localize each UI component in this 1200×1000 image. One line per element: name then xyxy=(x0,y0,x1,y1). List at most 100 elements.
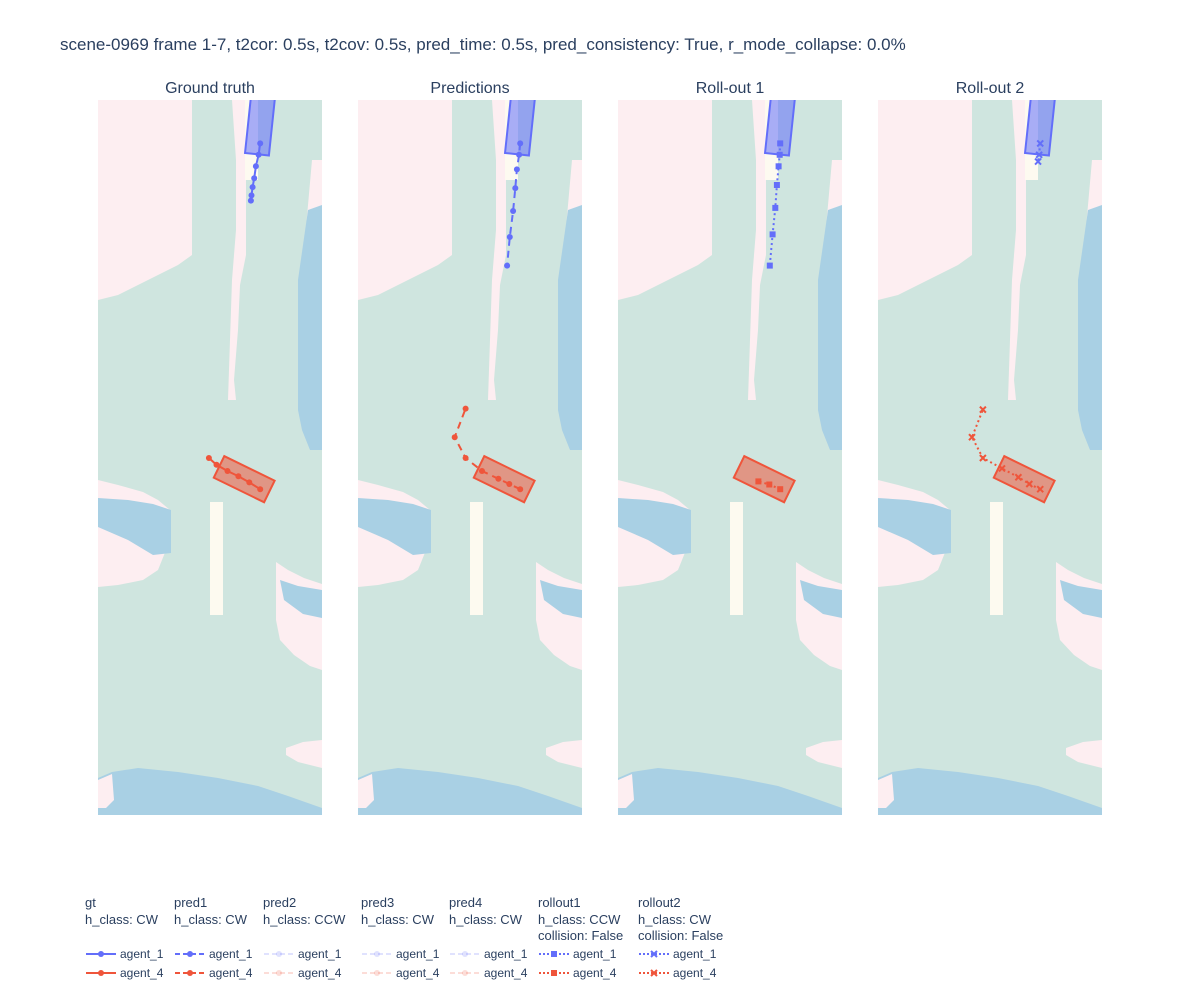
legend-item-label: agent_4 xyxy=(573,966,617,980)
legend-group-rollout1[interactable]: rollout1 h_class: CCW collision: False agen… xyxy=(538,895,624,980)
legend-swatch xyxy=(450,951,480,957)
subplot-rollout-2[interactable] xyxy=(878,100,1102,815)
agent_1-point-2[interactable] xyxy=(1034,157,1042,166)
legend-group-header-line: h_class: CW xyxy=(361,911,434,927)
agent_1-point-0[interactable] xyxy=(777,140,784,147)
crosswalk-right-mid xyxy=(800,580,842,618)
legend-marker[interactable] xyxy=(374,970,380,976)
legend-item-label: agent_4 xyxy=(209,966,253,980)
agent_1-point-1[interactable] xyxy=(776,151,783,158)
legend-marker[interactable] xyxy=(98,951,104,957)
legend-group-pred1[interactable]: pred1 h_class: CW agent_1 agent_4 xyxy=(174,895,252,980)
crosswalk-right-top xyxy=(298,205,322,450)
agent_4-point-5[interactable] xyxy=(968,433,976,441)
legend-group-rollout2[interactable]: rollout2 h_class: CW collision: False agent… xyxy=(638,895,723,980)
agent_1-point-4[interactable] xyxy=(249,184,256,191)
agent_1-point-1[interactable] xyxy=(1035,151,1043,159)
agent_4-trajectory xyxy=(755,478,784,493)
agent_4-point-1[interactable] xyxy=(246,479,253,486)
legend-marker[interactable] xyxy=(551,951,557,957)
agent_4-point-0[interactable] xyxy=(257,486,264,493)
agent_4-point-0[interactable] xyxy=(1036,485,1044,493)
agent_4-point-3[interactable] xyxy=(998,464,1006,473)
legend-marker[interactable] xyxy=(374,951,380,957)
agent_1-point-5[interactable] xyxy=(769,231,776,238)
agent_4-point-5[interactable] xyxy=(451,434,458,441)
agent_4-point-0[interactable] xyxy=(517,486,524,493)
agent_1-point-0[interactable] xyxy=(257,140,264,147)
legend-group-gt[interactable]: gt h_class: CW agent_1 agent_4 xyxy=(85,895,163,980)
crosswalk-left-mid xyxy=(618,498,691,555)
sidewalk-right-bottom xyxy=(286,740,322,768)
subplot-predictions[interactable] xyxy=(358,100,582,815)
sidewalk-right-bottom xyxy=(1066,740,1102,768)
sidewalk-median-top xyxy=(228,100,246,400)
legend-item-label: agent_1 xyxy=(120,947,164,961)
agent_4-point-0[interactable] xyxy=(777,486,784,493)
agent_1-point-5[interactable] xyxy=(248,192,255,199)
legend-marker[interactable] xyxy=(462,970,468,976)
legend-swatch xyxy=(175,951,205,957)
agent_1-point-1[interactable] xyxy=(255,151,262,158)
agent_4-point-2[interactable] xyxy=(495,475,502,482)
sidewalk-right-bottom xyxy=(806,740,842,768)
legend-group-header-line: collision: False xyxy=(538,928,624,943)
legend-marker[interactable] xyxy=(650,969,658,977)
agent_4-point-1[interactable] xyxy=(506,481,513,487)
crosswalk-bottom xyxy=(618,768,842,815)
agent_1-point-6[interactable] xyxy=(766,262,773,269)
agent_1-point-2[interactable] xyxy=(513,166,520,173)
agent_1-point-6[interactable] xyxy=(247,197,254,204)
agent_1-point-0[interactable] xyxy=(517,140,524,147)
agent_4-point-2[interactable] xyxy=(1014,473,1023,481)
subplot-rollout-1[interactable] xyxy=(618,100,842,815)
crosswalk-bottom xyxy=(878,768,1102,815)
agent_1-point-3[interactable] xyxy=(773,182,780,188)
agent_1-point-4[interactable] xyxy=(510,208,517,214)
agent_1-point-5[interactable] xyxy=(506,234,513,240)
legend-item-label: agent_4 xyxy=(396,966,440,980)
agent_1-point-2[interactable] xyxy=(252,163,259,170)
legend-marker[interactable] xyxy=(462,951,468,957)
legend-swatch xyxy=(86,970,116,976)
agent_4-point-3[interactable] xyxy=(479,468,485,474)
legend-item-label: agent_1 xyxy=(209,947,253,961)
agent_4-point-4[interactable] xyxy=(979,454,987,462)
legend-group-header-line: h_class: CW xyxy=(85,911,158,927)
map-background xyxy=(98,100,322,815)
legend-marker[interactable] xyxy=(187,970,193,976)
legend-marker[interactable] xyxy=(276,970,282,976)
agent_1-point-1[interactable] xyxy=(516,151,523,158)
agent_4-point-6[interactable] xyxy=(462,405,469,412)
agent_1-vehicle-box[interactable] xyxy=(1023,100,1057,157)
agent_4-point-1[interactable] xyxy=(766,481,773,488)
legend-group-pred3[interactable]: pred3 h_class: CW agent_1 agent_4 xyxy=(361,895,439,980)
legend-marker[interactable] xyxy=(276,951,282,957)
agent_4-point-4[interactable] xyxy=(462,455,469,461)
agent_1-trajectory xyxy=(247,140,264,204)
agent_1-point-6[interactable] xyxy=(504,262,511,269)
agent_4-point-2[interactable] xyxy=(235,473,242,480)
agent_4-point-6[interactable] xyxy=(979,405,987,414)
legend-marker[interactable] xyxy=(187,951,193,957)
legend-marker[interactable] xyxy=(650,950,658,958)
legend-group-pred2[interactable]: pred2 h_class: CCW agent_1 agent_4 xyxy=(263,895,345,980)
agent_1-point-0[interactable] xyxy=(1036,139,1044,148)
agent_4-point-2[interactable] xyxy=(755,478,762,485)
agent_4-point-4[interactable] xyxy=(213,461,220,468)
legend-item-label: agent_1 xyxy=(573,947,617,961)
legend-group-pred4[interactable]: pred4 h_class: CW agent_1 agent_4 xyxy=(449,895,527,980)
agent_4-point-5[interactable] xyxy=(205,455,212,461)
legend-marker[interactable] xyxy=(551,970,557,976)
agent_1-trajectory xyxy=(1034,139,1044,166)
agent_4-point-3[interactable] xyxy=(224,468,231,474)
subplot-ground-truth[interactable] xyxy=(98,100,322,815)
agent_1-point-3[interactable] xyxy=(512,185,519,192)
agent_4-point-1[interactable] xyxy=(1025,480,1034,488)
sidewalk-right-bottom xyxy=(546,740,582,768)
legend-marker[interactable] xyxy=(98,970,104,976)
agent_1-point-2[interactable] xyxy=(775,163,782,170)
agent_1-point-4[interactable] xyxy=(772,204,779,211)
agent_1-point-3[interactable] xyxy=(251,175,258,182)
legend-item-label: agent_1 xyxy=(396,947,440,961)
